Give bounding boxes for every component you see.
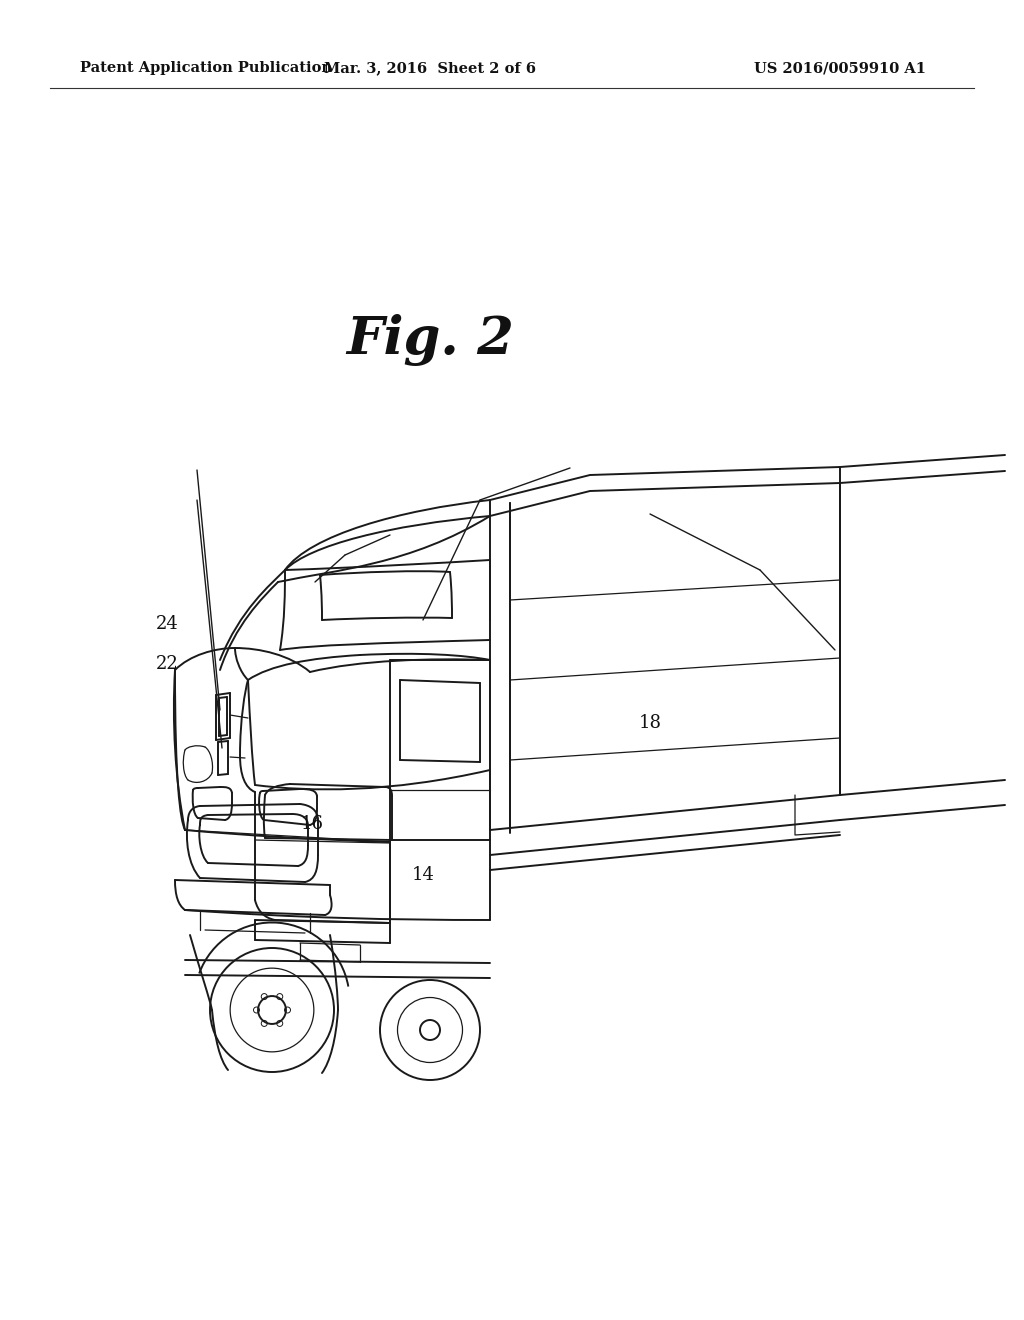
Text: 18: 18 bbox=[639, 714, 662, 733]
Text: 16: 16 bbox=[301, 814, 324, 833]
Text: Patent Application Publication: Patent Application Publication bbox=[80, 61, 332, 75]
Text: Fig. 2: Fig. 2 bbox=[346, 314, 514, 366]
Text: 24: 24 bbox=[156, 615, 178, 634]
Text: 22: 22 bbox=[156, 655, 178, 673]
Text: Mar. 3, 2016  Sheet 2 of 6: Mar. 3, 2016 Sheet 2 of 6 bbox=[324, 61, 536, 75]
Text: US 2016/0059910 A1: US 2016/0059910 A1 bbox=[754, 61, 926, 75]
Text: 14: 14 bbox=[412, 866, 434, 884]
